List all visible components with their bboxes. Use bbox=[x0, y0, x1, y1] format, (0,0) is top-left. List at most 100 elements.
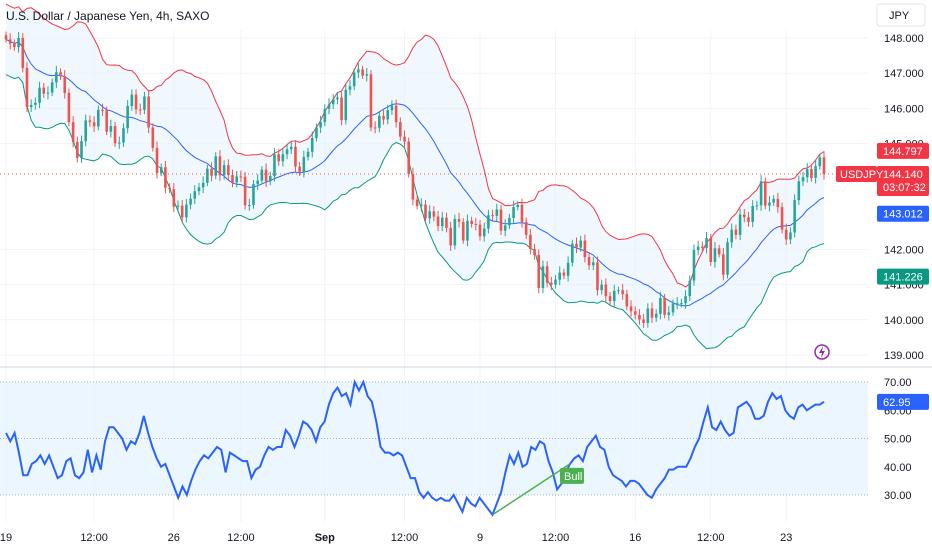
candle-body bbox=[273, 154, 276, 177]
candle-body bbox=[529, 234, 532, 249]
candle-body bbox=[759, 181, 763, 206]
bollinger-basis-line bbox=[5, 38, 825, 307]
bb-lower-badge-box bbox=[877, 268, 929, 285]
candle-body bbox=[705, 238, 708, 248]
time-axis[interactable]: 19 12:00 26 12:00 Sep 12:00 9 12:00 16 12:00 23 bbox=[0, 532, 792, 544]
candle-body bbox=[470, 220, 473, 224]
rsi-pane: Bull bbox=[0, 378, 868, 517]
candle-body bbox=[117, 142, 121, 144]
candle-body bbox=[227, 165, 230, 176]
candle-body bbox=[680, 303, 683, 305]
bb-lower-badge: 141.226 bbox=[877, 268, 929, 285]
candle-body bbox=[403, 136, 406, 142]
candle-body bbox=[21, 38, 25, 68]
bb-upper-badge-box bbox=[877, 142, 929, 159]
candle-body bbox=[768, 202, 771, 206]
candle-body bbox=[818, 157, 822, 167]
candle-body bbox=[805, 169, 809, 178]
candle-body bbox=[717, 248, 721, 255]
candle-body bbox=[482, 228, 486, 237]
candle-body bbox=[206, 168, 209, 183]
candle-body bbox=[793, 200, 796, 233]
bull-label-box bbox=[559, 467, 584, 484]
candle-body bbox=[84, 120, 88, 142]
candle-body bbox=[298, 166, 301, 172]
candle-body bbox=[675, 303, 679, 305]
price-tick-label: 142.000 bbox=[884, 244, 924, 256]
time-tick-label: 23 bbox=[780, 532, 792, 544]
time-tick-label: 12:00 bbox=[391, 532, 419, 544]
rsi-last-badge-text: 62.95 bbox=[883, 397, 911, 409]
candle-body bbox=[738, 214, 742, 235]
rsi-tick-label: 40.00 bbox=[884, 462, 912, 474]
time-tick-label: 9 bbox=[477, 532, 483, 544]
rsi-tick-label: 50.00 bbox=[884, 434, 912, 446]
candle-body bbox=[352, 72, 356, 87]
candle-body bbox=[50, 82, 54, 93]
candle-body bbox=[436, 216, 440, 227]
candle-body bbox=[692, 250, 696, 281]
candle-body bbox=[80, 141, 83, 158]
candle-body bbox=[105, 110, 108, 132]
candle-body bbox=[596, 262, 599, 291]
candle-body bbox=[667, 312, 671, 315]
candle-body bbox=[130, 94, 134, 106]
candle-body bbox=[604, 284, 608, 297]
candle-body bbox=[629, 306, 633, 312]
rsi-last-badge: 62.95 bbox=[877, 393, 929, 410]
bull-divergence-line bbox=[492, 463, 571, 516]
candle-body bbox=[495, 209, 499, 216]
candle-body bbox=[29, 104, 33, 108]
price-axis[interactable]: 148.000147.000146.000145.000142.000141.0… bbox=[836, 33, 929, 502]
candle-body bbox=[382, 115, 385, 120]
rsi-tick-label: 30.00 bbox=[884, 490, 912, 502]
candle-body bbox=[306, 151, 310, 158]
candle-body bbox=[709, 238, 713, 263]
candle-body bbox=[243, 176, 247, 206]
candle-body bbox=[541, 266, 545, 289]
price-tick-label: 147.000 bbox=[884, 68, 924, 80]
candle-body bbox=[8, 39, 12, 44]
candle-body bbox=[109, 126, 113, 132]
candle-body bbox=[763, 181, 767, 206]
bull-label: Bull bbox=[559, 467, 584, 484]
candle-body bbox=[185, 204, 188, 218]
bb-upper-badge: 144.797 bbox=[877, 142, 929, 159]
candle-body bbox=[579, 240, 582, 248]
bollinger-fill bbox=[6, 4, 824, 349]
candle-body bbox=[34, 102, 37, 105]
candle-body bbox=[172, 189, 176, 207]
candle-body bbox=[239, 176, 243, 178]
bb-basis-badge-box bbox=[877, 205, 929, 222]
candle-body bbox=[533, 248, 536, 255]
candle-body bbox=[742, 214, 746, 218]
candle-body bbox=[197, 187, 201, 192]
candle-body bbox=[554, 279, 557, 285]
candle-body bbox=[646, 308, 650, 323]
candle-body bbox=[445, 217, 448, 228]
candle-body bbox=[138, 109, 142, 111]
candles bbox=[4, 31, 826, 328]
candle-body bbox=[92, 122, 96, 127]
candle-body bbox=[331, 99, 335, 105]
candle-body bbox=[88, 120, 92, 123]
candle-body bbox=[524, 221, 528, 235]
candle-body bbox=[734, 229, 738, 235]
candle-body bbox=[461, 221, 465, 241]
candle-body bbox=[407, 141, 411, 174]
candle-body bbox=[180, 205, 184, 218]
candle-body bbox=[348, 86, 352, 90]
currency-button[interactable]: JPY bbox=[876, 3, 926, 27]
candle-body bbox=[386, 110, 390, 120]
candle-body bbox=[684, 296, 687, 304]
currency-label: JPY bbox=[889, 10, 910, 22]
candle-body bbox=[726, 242, 729, 275]
candle-body bbox=[491, 215, 494, 217]
lightning-icon[interactable] bbox=[814, 344, 830, 360]
last-price-badge-text: 144.140 bbox=[883, 169, 923, 181]
candle-body bbox=[566, 262, 570, 276]
candle-body bbox=[503, 225, 507, 231]
last-price-badge-box bbox=[877, 165, 929, 196]
candle-body bbox=[457, 219, 461, 222]
